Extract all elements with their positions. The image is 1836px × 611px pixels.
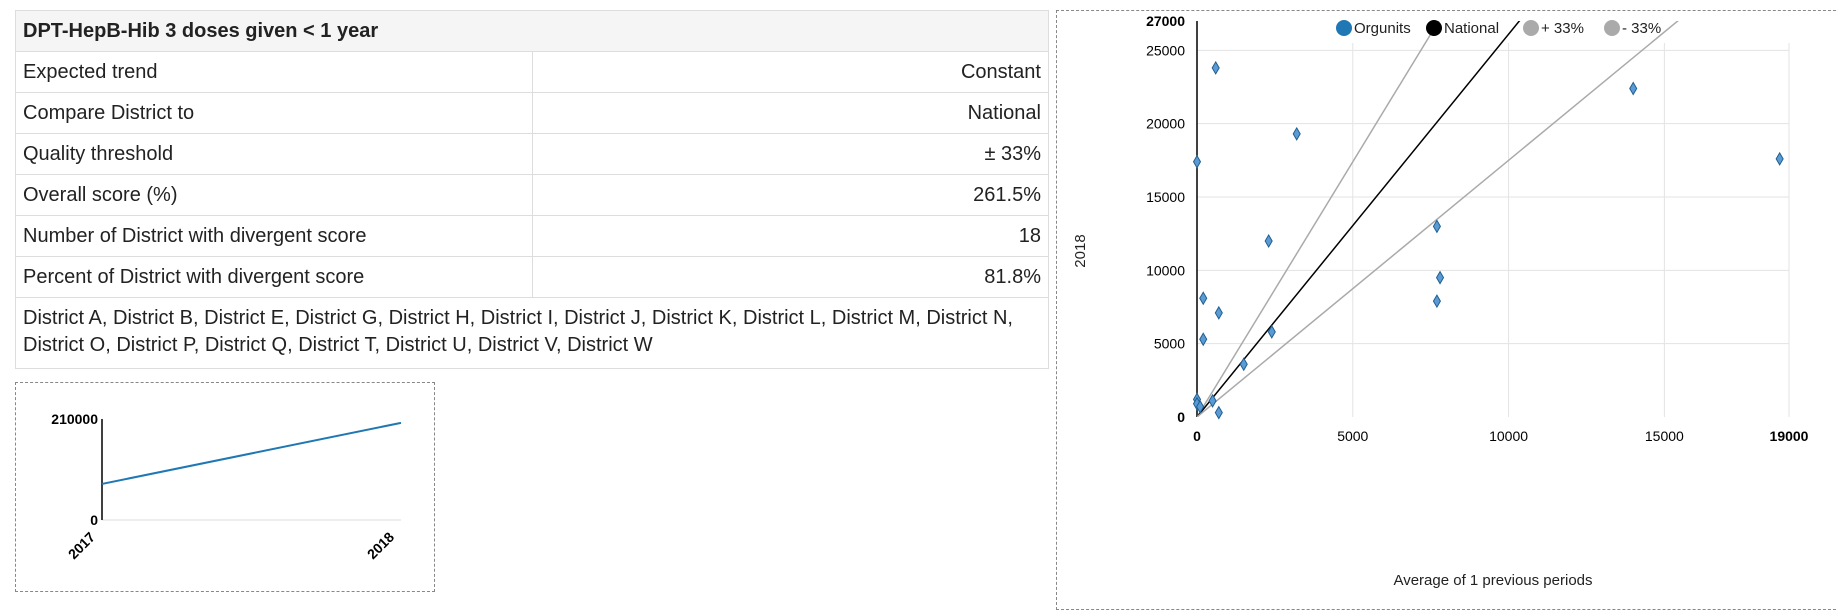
row-label: Expected trend	[15, 51, 533, 93]
divergent-list-row: District A, District B, District E, Dist…	[15, 297, 1049, 369]
row-label: Overall score (%)	[15, 174, 533, 216]
trend-chart-panel: 210000 0 2017 2018	[15, 382, 435, 592]
data-point	[1199, 332, 1208, 347]
row-value: 81.8%	[531, 256, 1049, 298]
table-row: Number of District with divergent score …	[15, 215, 1049, 257]
upper-threshold-line	[1197, 21, 1440, 417]
row-label: Compare District to	[15, 92, 533, 134]
national-line	[1197, 21, 1521, 417]
data-point	[1432, 294, 1441, 309]
y-tick-label: 15000	[1146, 189, 1185, 205]
data-point	[1775, 151, 1784, 166]
data-point	[1214, 405, 1223, 420]
data-point	[1208, 393, 1217, 408]
table-title: DPT-HepB-Hib 3 doses given < 1 year	[15, 10, 1049, 52]
y-tick-label: 25000	[1146, 42, 1185, 58]
row-value: 261.5%	[531, 174, 1049, 216]
data-point	[1211, 60, 1220, 75]
row-label: Percent of District with divergent score	[15, 256, 533, 298]
legend-marker	[1604, 20, 1620, 36]
row-value: Constant	[531, 51, 1049, 93]
x-tick-label: 5000	[1337, 428, 1368, 444]
scatter-chart: 0 5000 10000 15000 20000 25000 27000 0 5000 10000…	[1072, 13, 1809, 589]
reference-lines	[1197, 21, 1679, 417]
legend-marker	[1523, 20, 1539, 36]
data-point	[1435, 270, 1445, 285]
x-tick-label: 2018	[364, 529, 397, 562]
table-row: Compare District to National	[15, 92, 1049, 134]
data-point	[1196, 399, 1205, 414]
legend-label: - 33%	[1622, 20, 1661, 37]
x-tick-label: 0	[1193, 428, 1201, 444]
table-row: Quality threshold ± 33%	[15, 133, 1049, 175]
data-point	[1432, 219, 1441, 234]
legend-label: Orgunits	[1354, 20, 1411, 37]
x-tick-label: 19000	[1770, 428, 1809, 444]
legend-label: + 33%	[1541, 20, 1584, 37]
row-label: Quality threshold	[15, 133, 533, 175]
x-tick-label: 10000	[1489, 428, 1528, 444]
legend-marker	[1426, 20, 1442, 36]
y-tick-label: 20000	[1146, 116, 1185, 132]
y-tick-label: 27000	[1146, 13, 1185, 29]
data-point	[1264, 234, 1273, 248]
row-value: ± 33%	[531, 133, 1049, 175]
data-point	[1239, 357, 1248, 372]
data-point	[1292, 126, 1301, 141]
row-value: 18	[531, 215, 1049, 257]
legend-label: National	[1444, 20, 1499, 37]
series-line	[101, 421, 402, 485]
table-title-row: DPT-HepB-Hib 3 doses given < 1 year	[15, 10, 1049, 52]
legend-marker	[1336, 20, 1352, 36]
data-point	[1214, 305, 1223, 320]
data-point	[1629, 81, 1638, 96]
data-point	[1267, 324, 1276, 339]
y-tick-label: 10000	[1146, 262, 1185, 278]
x-axis-title: Average of 1 previous periods	[1393, 572, 1592, 589]
x-tick-label: 15000	[1645, 428, 1684, 444]
lower-threshold-line	[1197, 21, 1679, 417]
y-axis-title: 2018	[1072, 234, 1089, 267]
data-point	[1199, 291, 1208, 306]
y-tick-label: 0	[90, 512, 98, 528]
data-point	[1192, 154, 1202, 169]
row-value: National	[531, 92, 1049, 134]
y-tick-label: 210000	[51, 411, 98, 427]
y-tick-label: 0	[1177, 409, 1185, 425]
y-tick-label: 5000	[1154, 336, 1185, 352]
row-label: Number of District with divergent score	[15, 215, 533, 257]
divergent-district-list: District A, District B, District E, Dist…	[15, 297, 1049, 369]
table-row: Expected trend Constant	[15, 51, 1049, 93]
summary-table: DPT-HepB-Hib 3 doses given < 1 year Expe…	[15, 10, 1049, 369]
table-row: Percent of District with divergent score…	[15, 256, 1049, 298]
x-tick-label: 2017	[65, 529, 98, 562]
table-row: Overall score (%) 261.5%	[15, 174, 1049, 216]
scatter-chart-panel: 0 5000 10000 15000 20000 25000 27000 0 5000 10000…	[1056, 10, 1836, 610]
